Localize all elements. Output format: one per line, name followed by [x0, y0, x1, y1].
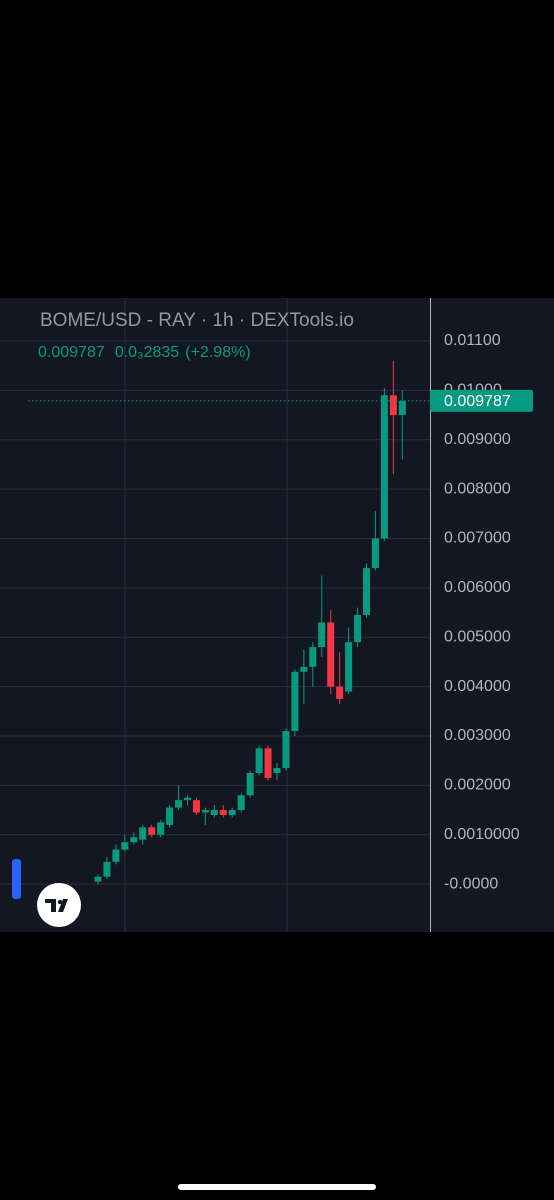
logo-dot: [57, 899, 63, 905]
y-tick-label: 0.005000: [444, 628, 511, 645]
candle-body: [139, 827, 147, 840]
side-tab[interactable]: [12, 859, 21, 899]
candle-body: [336, 686, 344, 699]
home-indicator: [178, 1184, 376, 1190]
logo: [45, 899, 68, 912]
candle-body: [246, 773, 254, 796]
candle-body: [327, 622, 335, 687]
last-price-box: [430, 389, 533, 412]
candle-body: [192, 800, 200, 813]
candle-body: [166, 807, 174, 825]
chart-title: BOME/USD - RAY · 1h · DEXTools.io: [40, 310, 354, 331]
candle-body: [363, 568, 370, 615]
candle-body: [237, 795, 245, 811]
candle-body: [228, 810, 236, 815]
y-tick-label: 0.008000: [444, 480, 511, 497]
candle-body: [309, 647, 317, 667]
candle-body: [255, 748, 263, 774]
candle-body: [354, 615, 362, 643]
candle-body: [345, 642, 353, 692]
candle-body: [157, 822, 165, 835]
y-tick-label: 0.007000: [444, 530, 511, 547]
y-tick-label: -0.0000: [444, 875, 498, 892]
candle-body: [398, 400, 406, 416]
y-tick-label: 0.006000: [444, 579, 511, 596]
price-axis: 0.011000.010000.0090000.0080000.0070000.…: [430, 332, 533, 892]
header-price: 0.009787: [38, 344, 105, 361]
candle-body: [300, 666, 308, 672]
y-tick-label: 0.009000: [444, 431, 511, 448]
candle-body: [291, 671, 299, 732]
candle-body: [371, 538, 379, 569]
y-tick-label: 0.004000: [444, 678, 511, 695]
candle-body: [103, 861, 111, 877]
candle-body: [210, 810, 218, 815]
y-tick-label: 0.01100: [444, 332, 501, 349]
candle-body: [201, 810, 209, 813]
candle-body: [380, 395, 388, 539]
candle-body: [130, 837, 138, 843]
candles: [28, 360, 430, 885]
candle-body: [389, 395, 397, 416]
candle-body: [121, 842, 129, 850]
candle-body: [175, 800, 183, 808]
logo-background: [37, 883, 81, 927]
candle-body: [148, 827, 156, 835]
candle-body: [112, 849, 120, 862]
grid: [0, 298, 430, 932]
candle-body: [94, 876, 102, 882]
header-change-percent: (+2.98%): [185, 344, 250, 361]
candle-body: [282, 731, 290, 769]
last-price-label: 0.009787: [444, 393, 511, 410]
candle-body: [219, 810, 227, 815]
y-tick-label: 0.003000: [444, 727, 511, 744]
candle-body: [264, 748, 272, 778]
y-tick-label: 0.002000: [444, 777, 511, 794]
candle-body: [318, 622, 326, 648]
candle-body: [273, 768, 281, 774]
header-change: 0.0₃2835: [115, 344, 179, 361]
y-tick-label: 0.0010000: [444, 826, 520, 843]
candle-body: [184, 797, 191, 801]
